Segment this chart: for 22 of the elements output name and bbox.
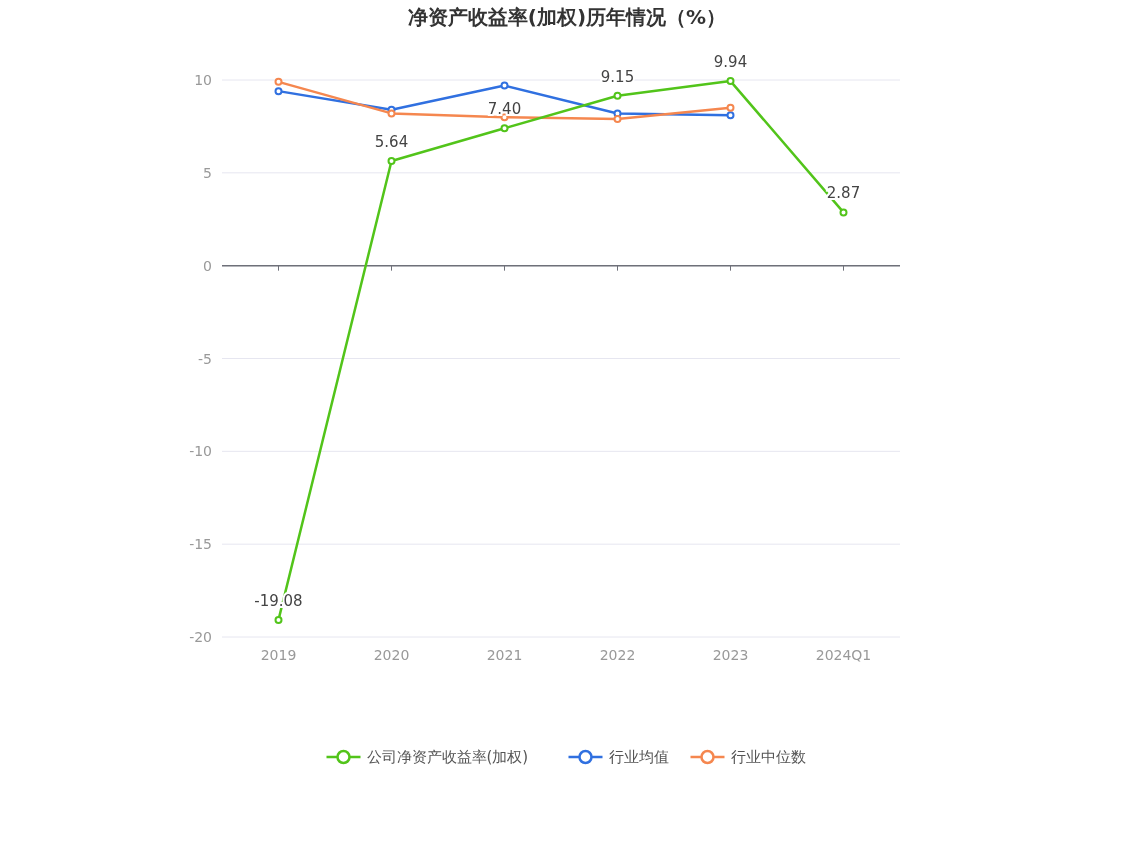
y-tick-label: -5 — [198, 350, 212, 367]
x-tick-label: 2020 — [373, 647, 410, 663]
data-label: 9.94 — [713, 53, 748, 72]
legend-label: 行业均值 — [608, 748, 669, 766]
x-tick-label: 2023 — [712, 647, 749, 663]
data-label: 2.87 — [826, 184, 861, 203]
y-tick-label: 10 — [194, 72, 212, 88]
chart-title: 净资产收益率(加权)历年情况（%） — [407, 5, 727, 29]
legend-label: 行业中位数 — [730, 748, 806, 766]
x-tick-label: 2024Q1 — [815, 647, 872, 663]
y-tick-label: -10 — [189, 443, 212, 460]
data-label: 5.64 — [374, 132, 409, 151]
y-tick-label: -20 — [189, 629, 212, 645]
y-tick-label: 0 — [203, 257, 212, 274]
data-label: 9.15 — [600, 67, 635, 86]
y-tick-label: 5 — [203, 164, 212, 181]
y-tick-label: -15 — [189, 536, 212, 553]
legend-label: 公司净资产收益率(加权) — [366, 748, 529, 766]
x-tick-label: 2019 — [260, 647, 297, 663]
x-tick-label: 2022 — [599, 647, 636, 663]
data-label: 7.40 — [487, 100, 522, 119]
x-tick-label: 2021 — [486, 647, 523, 663]
